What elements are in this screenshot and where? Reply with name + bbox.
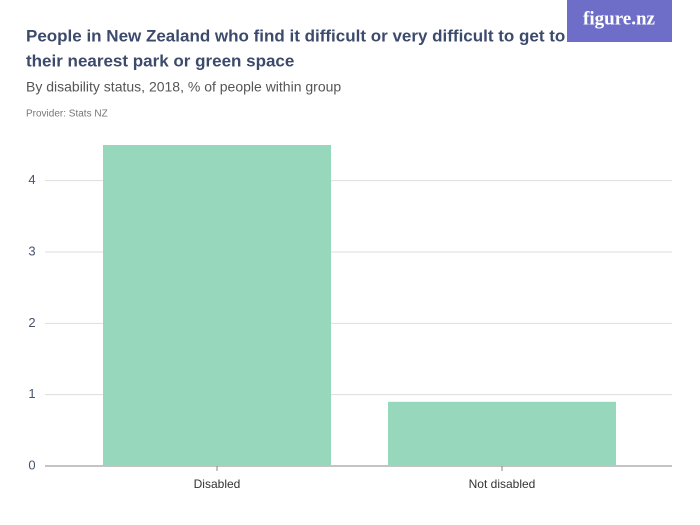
logo: figure.nz (583, 8, 656, 29)
chart-title: their nearest park or green space (26, 51, 294, 70)
bar (388, 401, 616, 466)
y-tick-label: 2 (28, 315, 35, 330)
y-tick-label: 3 (28, 243, 35, 258)
y-tick-label: 1 (28, 386, 35, 401)
bar (103, 145, 331, 466)
x-tick-label: Disabled (194, 477, 241, 491)
chart-subtitle: By disability status, 2018, % of people … (26, 79, 341, 95)
logo-box (567, 0, 672, 42)
y-tick-label: 4 (28, 172, 35, 187)
chart-title: People in New Zealand who find it diffic… (26, 26, 565, 45)
y-tick-label: 0 (28, 457, 35, 472)
provider: Provider: Stats NZ (26, 109, 108, 120)
x-tick-label: Not disabled (469, 477, 536, 491)
